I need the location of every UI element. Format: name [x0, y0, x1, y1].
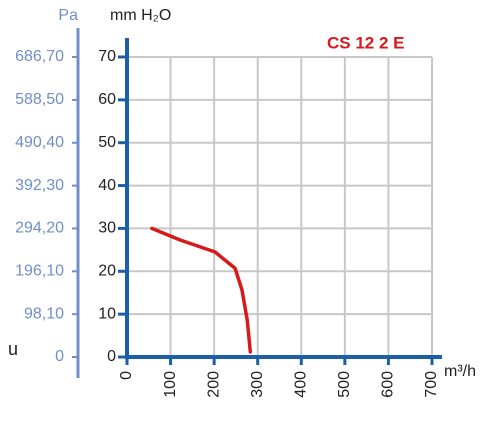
y-tick-label: 60 — [98, 91, 116, 108]
y-tick-label: 70 — [98, 48, 116, 65]
data-line — [150, 226, 253, 354]
y2-tick-label: 196,10 — [15, 263, 64, 280]
y2-tick-label: 0 — [55, 348, 64, 365]
y2-tick-label: 98,10 — [24, 305, 64, 322]
y-tick-label: 40 — [98, 177, 116, 194]
x-axis-label: m³/h — [444, 363, 476, 380]
y-tick-label: 10 — [98, 305, 116, 322]
y2-tick-label: 686,70 — [15, 48, 64, 65]
y-axis-label: mm H₂O — [110, 7, 171, 24]
y-tick-label: 0 — [107, 348, 116, 365]
y-tick-label: 50 — [98, 134, 116, 151]
x-tick-label: 400 — [293, 371, 310, 398]
chart-title: CS 12 2 E — [327, 33, 405, 52]
corner-label: u — [8, 339, 18, 359]
y2-axis-label: Pa — [58, 7, 78, 24]
x-tick-label: 500 — [336, 371, 353, 398]
y2-tick-label: 588,50 — [15, 91, 64, 108]
y2-tick-label: 490,40 — [15, 134, 64, 151]
x-tick-label: 0 — [118, 371, 135, 380]
x-tick-label: 700 — [423, 371, 440, 398]
x-tick-label: 300 — [249, 371, 266, 398]
y2-tick-label: 294,20 — [15, 220, 64, 237]
y-tick-label: 30 — [98, 220, 116, 237]
x-tick-label: 600 — [380, 371, 397, 398]
y-tick-label: 20 — [98, 263, 116, 280]
x-tick-label: 200 — [205, 371, 222, 398]
x-tick-label: 100 — [162, 371, 179, 398]
y2-tick-label: 392,30 — [15, 177, 64, 194]
